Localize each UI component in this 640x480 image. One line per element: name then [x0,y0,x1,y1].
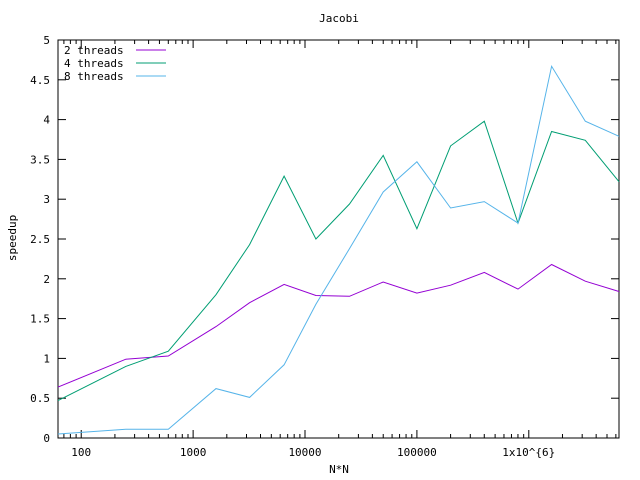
y-tick-label: 0.5 [30,392,50,405]
y-tick-label: 2.5 [30,233,50,246]
y-tick-label: 0 [43,432,50,445]
series-line-2-threads [57,263,620,388]
x-axis-ticks: 100 1000 10000 100000 1x10^{6} [63,40,617,459]
y-axis-ticks: 0 0.5 1 1.5 2 2.5 3 3.5 4 4.5 5 [30,34,619,445]
x-tick-label: 100 [71,446,91,459]
x-tick-label: 1000 [180,446,207,459]
y-tick-label: 1.5 [30,313,50,326]
legend-label-8-threads: 8 threads [64,70,124,83]
y-tick-label: 3.5 [30,153,50,166]
y-tick-label: 4 [43,114,50,127]
x-axis-label: N*N [329,463,349,476]
x-tick-label: 10000 [288,446,321,459]
x-tick-label: 100000 [397,446,437,459]
y-tick-label: 2 [43,273,50,286]
plot-frame [57,39,620,439]
series-lines [57,64,620,435]
y-tick-label: 1 [43,352,50,365]
y-tick-label: 4.5 [30,74,50,87]
plot-area: 0 0.5 1 1.5 2 2.5 3 3.5 4 4.5 5 100 1000 10000 100000… [30,34,620,459]
x-tick-label: 1x10^{6} [502,446,555,459]
legend-label-4-threads: 4 threads [64,57,124,70]
y-axis-label: speedup [6,215,19,261]
series-line-8-threads [57,64,620,435]
y-tick-label: 5 [43,34,50,47]
y-tick-label: 3 [43,193,50,206]
series-line-4-threads [57,120,620,402]
legend-label-2-threads: 2 threads [64,44,124,57]
chart-title: Jacobi [319,12,359,25]
